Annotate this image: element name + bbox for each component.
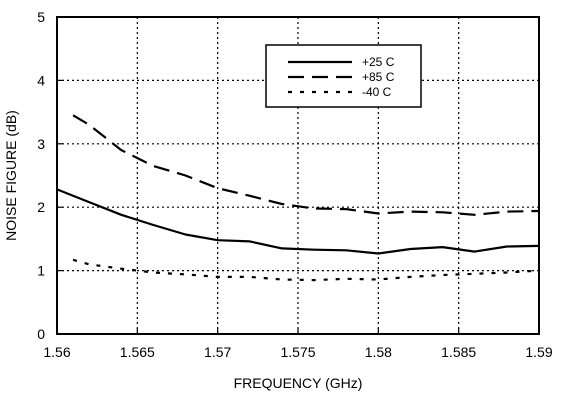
y-axis-title: NOISE FIGURE (dB) (3, 110, 19, 241)
x-axis-title: FREQUENCY (GHz) (234, 375, 363, 391)
x-tick-label: 1.58 (365, 344, 392, 360)
x-tick-labels: 1.56 1.565 1.57 1.575 1.58 1.585 1.59 (43, 344, 552, 360)
y-tick-labels: 0 1 2 3 4 5 (37, 9, 45, 342)
y-tick-label: 4 (37, 72, 45, 88)
x-tick-label: 1.57 (204, 344, 231, 360)
series-line-3 (72, 258, 540, 282)
legend-label: -40 C (362, 85, 392, 99)
legend: +25 C+85 C-40 C (265, 44, 422, 108)
x-tick-label: 1.575 (280, 344, 315, 360)
y-tick-label: 2 (37, 199, 45, 215)
series-line-2 (72, 114, 540, 216)
y-tick-label: 1 (37, 263, 45, 279)
y-tick-label: 5 (37, 9, 45, 25)
legend-label: +25 C (362, 55, 395, 69)
series-layer (56, 114, 540, 282)
axis-ticks (56, 16, 540, 335)
y-tick-label: 0 (37, 326, 45, 342)
y-tick-label: 3 (37, 136, 45, 152)
x-tick-label: 1.585 (441, 344, 476, 360)
x-tick-label: 1.56 (43, 344, 70, 360)
x-tick-label: 1.565 (120, 344, 155, 360)
legend-items: +25 C+85 C-40 C (288, 55, 395, 99)
legend-label: +85 C (362, 70, 395, 84)
series-line-1 (56, 188, 540, 255)
x-tick-label: 1.59 (525, 344, 552, 360)
